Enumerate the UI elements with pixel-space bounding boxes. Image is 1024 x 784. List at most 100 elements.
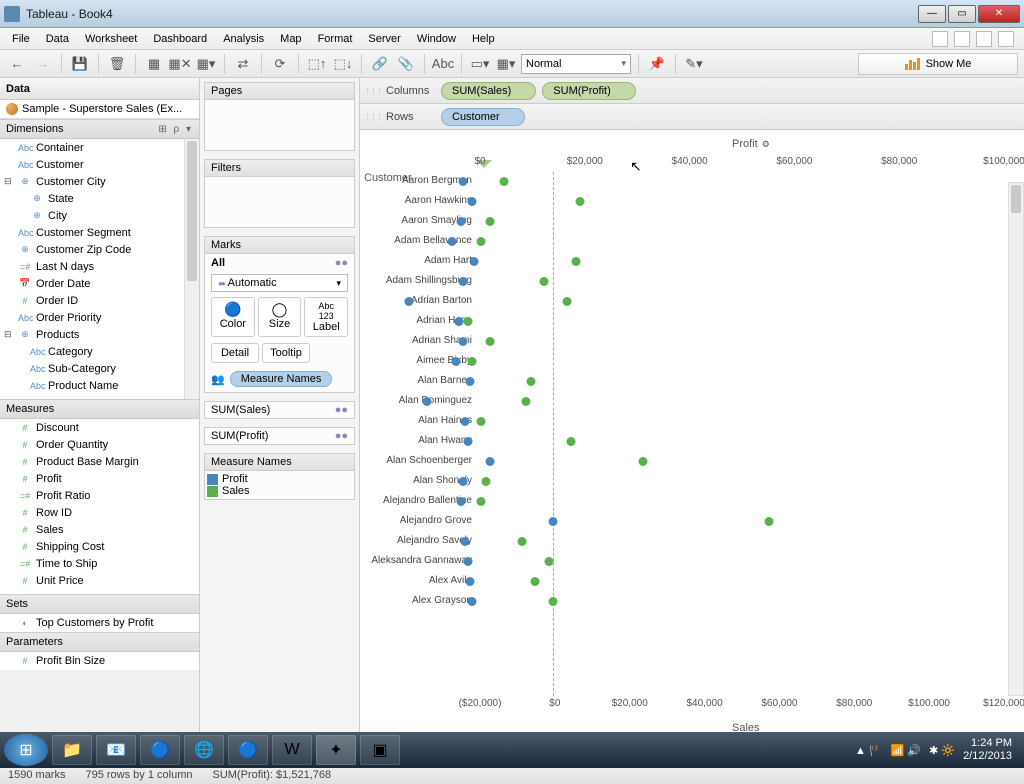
scrollbar[interactable] [184,139,199,399]
highlight-button[interactable]: ✎▾ [683,53,705,75]
dimension-item[interactable]: ⊕State [0,190,184,207]
fit-dropdown[interactable]: Normal [521,54,631,74]
attach-button[interactable]: 📎 [395,53,417,75]
forward-button[interactable]: → [32,53,54,75]
profit-dot[interactable] [468,597,477,606]
measure-item[interactable]: #Shipping Cost [0,538,199,555]
explorer-icon[interactable]: 📁 [52,735,92,765]
profit-dot[interactable] [486,457,495,466]
swap-button[interactable]: ⇄ [232,53,254,75]
app-icon[interactable]: ▣ [360,735,400,765]
param-item[interactable]: #Profit Bin Size [0,652,199,669]
dimension-item[interactable]: AbcProduct Name [0,377,184,394]
measure-item[interactable]: #Row ID [0,504,199,521]
sales-dot[interactable] [463,317,472,326]
row-label[interactable]: Alan Dominguez [366,395,476,406]
fit-button[interactable]: ▦▾ [495,53,517,75]
sales-dot[interactable] [477,497,486,506]
columns-shelf[interactable]: Columns SUM(Sales)SUM(Profit) [360,78,1024,104]
measure-item[interactable]: =#Profit Ratio [0,487,199,504]
presentation-icon[interactable] [932,31,948,47]
ie-icon[interactable]: 🌐 [184,735,224,765]
sales-dot[interactable] [477,417,486,426]
rows-shelf[interactable]: Rows Customer [360,104,1024,130]
tooltip-button[interactable]: Tooltip [262,343,310,363]
sales-dot[interactable] [544,557,553,566]
measure-item[interactable]: #Sales [0,521,199,538]
row-label[interactable]: Alejandro Savely [366,535,476,546]
row-label[interactable]: Alan Schoenberger [366,455,476,466]
row-label[interactable]: Alan Barnes [366,375,476,386]
profit-dot[interactable] [459,337,468,346]
new-sheet-button[interactable]: ▦ [143,53,165,75]
profit-dot[interactable] [461,417,470,426]
minimize-button[interactable]: — [918,5,946,23]
row-label[interactable]: Aaron Hawkins [366,195,476,206]
chart[interactable]: Profit ⚙ Customer $0$20,000$40,000$60,00… [360,130,1024,740]
color-button[interactable]: 🔵Color [211,297,255,337]
sales-dot[interactable] [486,337,495,346]
sort-desc-button[interactable]: ⬚↓ [332,53,354,75]
profit-dot[interactable] [461,537,470,546]
measure-item[interactable]: #Profit [0,470,199,487]
sales-dot[interactable] [571,257,580,266]
sales-dot[interactable] [540,277,549,286]
detail-button[interactable]: Detail [211,343,259,363]
word-icon[interactable]: W [272,735,312,765]
profit-dot[interactable] [549,517,558,526]
dimension-item[interactable]: AbcCustomer Segment [0,224,184,241]
profit-dot[interactable] [405,297,414,306]
filters-shelf[interactable]: Filters [204,159,355,228]
dimension-item[interactable]: #Order ID [0,292,184,309]
dimension-item[interactable]: =#Last N days [0,258,184,275]
sales-dot[interactable] [477,237,486,246]
grid-icon[interactable] [954,31,970,47]
sum-sales-card[interactable]: SUM(Sales)●● [204,401,355,419]
measure-item[interactable]: #Order Quantity [0,436,199,453]
dimension-item[interactable]: AbcContainer [0,139,184,156]
profit-dot[interactable] [468,197,477,206]
outlook-icon[interactable]: 📧 [96,735,136,765]
refresh-button[interactable]: ⟳ [269,53,291,75]
sales-dot[interactable] [549,597,558,606]
sales-dot[interactable] [576,197,585,206]
sales-dot[interactable] [499,177,508,186]
sales-dot[interactable] [639,457,648,466]
legend-item[interactable]: Profit [207,473,352,485]
profit-dot[interactable] [463,437,472,446]
tableau-icon[interactable]: ✦ [316,735,356,765]
menu-map[interactable]: Map [272,31,309,47]
skype-icon[interactable]: 🔵 [228,735,268,765]
row-label[interactable]: Aleksandra Gannaway [366,555,476,566]
set-item[interactable]: ◐Top Customers by Profit [0,614,199,631]
tray-flag-icon[interactable]: ▲ 🏴 [855,744,883,757]
profit-dot[interactable] [452,357,461,366]
profit-dot[interactable] [423,397,432,406]
back-button[interactable]: ← [6,53,28,75]
profit-dot[interactable] [456,217,465,226]
clock[interactable]: 1:24 PM2/12/2013 [963,737,1012,763]
row-label[interactable]: Adam Hart [366,255,476,266]
dimension-item[interactable]: AbcSub-Category [0,360,184,377]
menu-data[interactable]: Data [38,31,77,47]
dimension-item[interactable]: 📅Order Date [0,275,184,292]
column-pill[interactable]: SUM(Profit) [542,82,635,100]
dimension-item[interactable]: AbcCustomer [0,156,184,173]
label-button[interactable]: Abc123Label [304,297,348,337]
measure-item[interactable]: #Unit Price [0,572,199,589]
duplicate-button[interactable]: ▦✕ [169,53,191,75]
measure-item[interactable]: #Product Base Margin [0,453,199,470]
sales-dot[interactable] [486,217,495,226]
dimension-item[interactable]: AbcOrder Priority [0,309,184,326]
menu-file[interactable]: File [4,31,38,47]
sort-asc-button[interactable]: ⬚↑ [306,53,328,75]
measure-item[interactable]: #Discount [0,419,199,436]
menu-worksheet[interactable]: Worksheet [77,31,145,47]
maximize-button[interactable]: ▭ [948,5,976,23]
show-me-button[interactable]: Show Me [858,53,1018,75]
sales-dot[interactable] [468,357,477,366]
marktype-dropdown[interactable]: Automatic [211,274,348,292]
row-label[interactable]: Alex Grayson [366,595,476,606]
pages-shelf[interactable]: Pages [204,82,355,151]
tray-network-icon[interactable]: 📶 🔊 [891,744,921,757]
